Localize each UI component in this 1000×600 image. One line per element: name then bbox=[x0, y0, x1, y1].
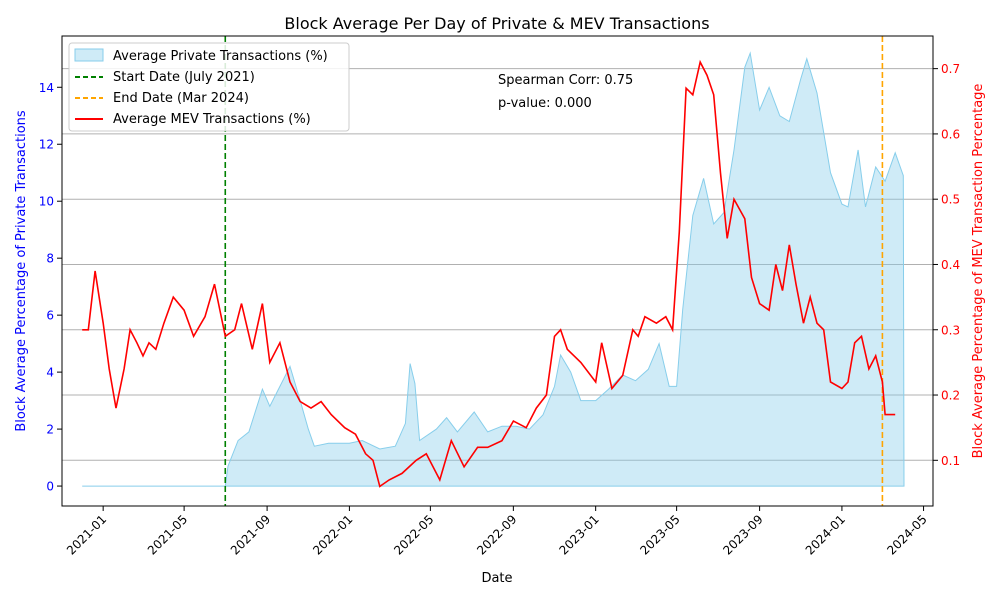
y-left-tick-label-4: 8 bbox=[46, 252, 54, 266]
y-axis-left: 0 2 4 6 8 10 12 14 bbox=[39, 81, 62, 494]
x-tick-label-10: 2024-05 bbox=[884, 512, 929, 557]
x-tick-label-5: 2022-09 bbox=[474, 512, 519, 557]
legend-private-label: Average Private Transactions (%) bbox=[113, 49, 328, 64]
x-tick-label-0: 2021-01 bbox=[64, 512, 109, 557]
y-left-tick-label-3: 6 bbox=[46, 309, 54, 323]
plot-area bbox=[62, 36, 933, 506]
y-left-tick-label-6: 12 bbox=[39, 138, 54, 152]
y-axis-right: 0.1 0.2 0.3 0.4 0.5 0.6 0.7 bbox=[933, 62, 960, 468]
y-left-tick-label-7: 14 bbox=[39, 81, 54, 95]
y-left-tick-label-5: 10 bbox=[39, 195, 54, 209]
legend-mev-label: Average MEV Transactions (%) bbox=[113, 112, 311, 127]
y-right-tick-label-1: 0.2 bbox=[941, 389, 960, 403]
y-left-tick-label-2: 4 bbox=[46, 366, 54, 380]
legend-end-label: End Date (Mar 2024) bbox=[113, 91, 249, 106]
x-tick-label-2: 2021-09 bbox=[228, 512, 273, 557]
y-right-tick-label-5: 0.6 bbox=[941, 127, 960, 141]
x-axis-label: Date bbox=[481, 571, 512, 586]
x-tick-label-3: 2022-01 bbox=[310, 512, 355, 557]
x-tick-label-8: 2023-09 bbox=[720, 512, 765, 557]
x-tick-label-7: 2023-05 bbox=[637, 512, 682, 557]
x-axis: 2021-01 2021-05 2021-09 2022-01 2022-05 2022-… bbox=[64, 506, 930, 558]
legend: Average Private Transactions (%) Start D… bbox=[68, 42, 350, 132]
y-right-tick-label-3: 0.4 bbox=[941, 258, 960, 272]
p-value-annotation: p-value: 0.000 bbox=[498, 96, 592, 111]
spearman-corr-annotation: Spearman Corr: 0.75 bbox=[498, 73, 633, 88]
legend-box bbox=[68, 42, 350, 132]
y-right-tick-label-2: 0.3 bbox=[941, 323, 960, 337]
y-right-tick-label-0: 0.1 bbox=[941, 454, 960, 468]
plot-frame bbox=[61, 35, 934, 507]
legend-start-label: Start Date (July 2021) bbox=[113, 70, 255, 85]
y-right-tick-label-6: 0.7 bbox=[941, 62, 960, 76]
x-tick-label-9: 2024-01 bbox=[803, 512, 848, 557]
y-left-tick-label-0: 0 bbox=[46, 480, 54, 494]
x-tick-label-1: 2021-05 bbox=[145, 512, 190, 557]
y-axis-right-label: Block Average Percentage of MEV Transact… bbox=[971, 84, 986, 459]
y-left-tick-label-1: 2 bbox=[46, 423, 54, 437]
legend-private-swatch bbox=[74, 48, 104, 62]
x-tick-label-4: 2022-05 bbox=[391, 512, 436, 557]
mev-transactions-line bbox=[82, 59, 896, 488]
y-right-tick-label-4: 0.5 bbox=[941, 193, 960, 207]
chart-title: Block Average Per Day of Private & MEV T… bbox=[284, 14, 709, 33]
private-transactions-area bbox=[82, 51, 905, 487]
x-tick-label-6: 2023-01 bbox=[556, 512, 601, 557]
y-axis-left-label: Block Average Percentage of Private Tran… bbox=[14, 110, 29, 432]
